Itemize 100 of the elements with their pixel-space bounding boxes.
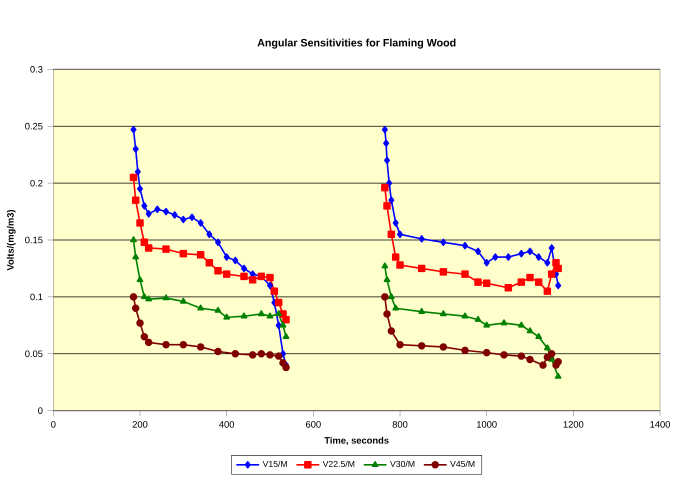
point bbox=[214, 306, 222, 313]
point bbox=[383, 310, 391, 318]
point bbox=[267, 282, 274, 290]
point bbox=[527, 248, 534, 256]
point bbox=[266, 274, 274, 282]
point bbox=[526, 274, 534, 282]
point bbox=[392, 253, 400, 261]
point bbox=[144, 244, 152, 252]
point bbox=[500, 351, 508, 359]
point bbox=[440, 268, 448, 276]
point bbox=[482, 280, 490, 287]
point bbox=[440, 310, 447, 316]
x-tick-label: 200 bbox=[132, 421, 148, 428]
point bbox=[518, 278, 526, 286]
chart-title: Angular Sensitivities for Flaming Wood bbox=[257, 38, 456, 49]
point bbox=[140, 332, 148, 340]
x-tick-label: 1200 bbox=[564, 421, 584, 428]
legend-label: V15/M bbox=[262, 460, 287, 468]
point bbox=[241, 264, 248, 272]
point bbox=[280, 322, 286, 328]
point bbox=[388, 196, 394, 204]
point bbox=[440, 238, 446, 246]
point bbox=[162, 340, 170, 348]
point bbox=[162, 245, 170, 253]
point bbox=[214, 266, 222, 274]
point bbox=[266, 351, 274, 359]
point bbox=[392, 304, 400, 311]
point bbox=[462, 242, 468, 250]
point bbox=[240, 272, 248, 280]
point bbox=[382, 126, 388, 134]
point bbox=[140, 238, 148, 246]
point bbox=[172, 211, 178, 219]
point bbox=[554, 358, 562, 366]
point bbox=[280, 350, 286, 358]
point bbox=[198, 219, 204, 227]
y-tick-label: 0.05 bbox=[25, 350, 43, 358]
point bbox=[163, 208, 170, 216]
point bbox=[132, 196, 140, 204]
y-tick-label: 0.3 bbox=[30, 66, 43, 73]
point bbox=[222, 270, 230, 278]
point bbox=[282, 316, 290, 324]
point bbox=[518, 352, 526, 360]
point bbox=[475, 248, 482, 256]
point bbox=[180, 250, 188, 258]
y-tick-label: 0.25 bbox=[25, 122, 43, 130]
point bbox=[392, 219, 399, 227]
legend-label: V30/M bbox=[390, 460, 414, 468]
point bbox=[526, 356, 534, 364]
point bbox=[388, 293, 395, 300]
point bbox=[224, 253, 230, 261]
point bbox=[232, 256, 238, 264]
point bbox=[276, 322, 282, 330]
point bbox=[382, 262, 388, 268]
point bbox=[381, 293, 389, 301]
point bbox=[274, 352, 282, 360]
point bbox=[240, 312, 248, 318]
point bbox=[383, 202, 391, 210]
point bbox=[270, 287, 278, 295]
point bbox=[418, 235, 425, 243]
point bbox=[554, 372, 562, 379]
point bbox=[505, 253, 512, 261]
point bbox=[215, 238, 222, 246]
x-tick-label: 600 bbox=[306, 421, 321, 428]
y-tick-label: 0.15 bbox=[25, 236, 43, 244]
y-tick-label: 0 bbox=[38, 407, 43, 414]
point bbox=[197, 304, 204, 311]
point bbox=[504, 284, 512, 292]
x-tick-label: 800 bbox=[392, 421, 408, 428]
point bbox=[548, 244, 555, 252]
point bbox=[544, 259, 550, 266]
point bbox=[282, 364, 290, 372]
point bbox=[526, 327, 534, 334]
y-tick-label: 0.1 bbox=[30, 294, 42, 300]
point bbox=[554, 264, 562, 272]
point bbox=[154, 206, 160, 214]
point bbox=[544, 287, 552, 295]
point bbox=[275, 310, 282, 316]
point bbox=[258, 350, 266, 358]
point bbox=[384, 276, 390, 282]
x-tick-label: 400 bbox=[219, 421, 234, 428]
point bbox=[440, 343, 448, 351]
point bbox=[141, 202, 148, 210]
x-tick-label: 0 bbox=[51, 421, 56, 428]
point bbox=[484, 259, 490, 266]
point bbox=[248, 276, 256, 284]
point bbox=[535, 332, 542, 339]
point bbox=[248, 351, 256, 359]
point bbox=[282, 332, 290, 339]
point bbox=[196, 343, 204, 351]
point bbox=[483, 322, 490, 328]
point bbox=[548, 270, 556, 278]
point bbox=[141, 293, 148, 300]
point bbox=[461, 270, 469, 278]
point bbox=[518, 322, 525, 328]
y-tick-label: 0.2 bbox=[30, 180, 42, 186]
point bbox=[132, 145, 139, 153]
point bbox=[206, 259, 214, 266]
point bbox=[136, 276, 144, 282]
point bbox=[180, 340, 188, 348]
point bbox=[536, 253, 542, 261]
